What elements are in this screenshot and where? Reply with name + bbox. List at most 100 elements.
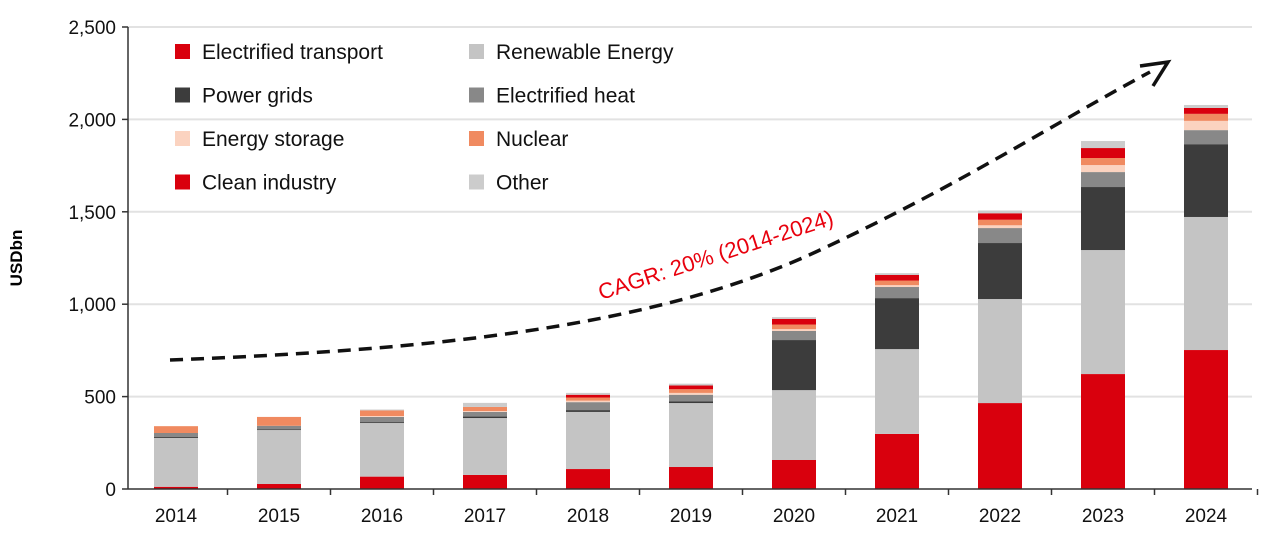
y-tick-label: 1,500 bbox=[68, 203, 116, 224]
bar-segment bbox=[566, 402, 610, 411]
bar-segment bbox=[463, 402, 507, 407]
legend-label: Electrified transport bbox=[202, 41, 383, 64]
bar-segment bbox=[360, 422, 404, 424]
bar-segment bbox=[1184, 120, 1228, 131]
bar-segment bbox=[772, 317, 816, 319]
bar-segment bbox=[669, 467, 713, 489]
bar-segment bbox=[566, 394, 610, 398]
bar-segment bbox=[772, 340, 816, 391]
bar-segment bbox=[463, 416, 507, 419]
bar-segment bbox=[1081, 187, 1125, 251]
bar-segment bbox=[978, 403, 1022, 489]
legend-label: Power grids bbox=[202, 85, 313, 108]
arrow-head-icon bbox=[1139, 59, 1172, 87]
bar-segment bbox=[1081, 148, 1125, 159]
bar-segment bbox=[360, 476, 404, 489]
bar-segment bbox=[360, 416, 404, 423]
bar-segment bbox=[1184, 104, 1228, 108]
bar-segment bbox=[566, 392, 610, 395]
bar-segment bbox=[669, 383, 713, 386]
y-tick-label: 1,000 bbox=[68, 295, 116, 316]
bar-segment bbox=[669, 389, 713, 393]
legend-swatch bbox=[469, 174, 484, 190]
legend-swatch bbox=[469, 131, 484, 146]
bar-segment bbox=[978, 213, 1022, 220]
bar-segment bbox=[772, 390, 816, 460]
bar-segment bbox=[1184, 350, 1228, 489]
cagr-trend-arrow bbox=[169, 70, 1151, 362]
x-tick-label: 2021 bbox=[876, 506, 918, 527]
bar-segment bbox=[1184, 216, 1228, 351]
bar-segment bbox=[772, 330, 816, 341]
bar-segment bbox=[875, 280, 919, 286]
bar-segment bbox=[772, 459, 816, 489]
legend: Electrified transport Renewable Energy Pow… bbox=[175, 41, 674, 195]
bar-segment bbox=[669, 392, 713, 395]
bar-segment bbox=[1184, 113, 1228, 121]
bar-segment bbox=[463, 474, 507, 489]
legend-label: Energy storage bbox=[202, 128, 344, 151]
legend-swatch bbox=[175, 87, 190, 103]
legend-label: Nuclear bbox=[496, 128, 568, 151]
legend-swatch bbox=[469, 44, 484, 59]
bar-segment bbox=[1081, 250, 1125, 375]
bar-segment bbox=[154, 433, 198, 438]
y-tick-label: 0 bbox=[105, 480, 116, 501]
bar-segment bbox=[257, 484, 301, 489]
x-tick-label: 2023 bbox=[1082, 506, 1124, 527]
bar-segment bbox=[463, 418, 507, 475]
bar-segment bbox=[154, 437, 198, 438]
bar-segment bbox=[360, 416, 404, 417]
bar-segment bbox=[875, 298, 919, 350]
legend-swatch bbox=[469, 87, 484, 103]
x-tick-label: 2024 bbox=[1185, 506, 1228, 527]
bar-segment bbox=[1081, 374, 1125, 489]
bar-segment bbox=[360, 409, 404, 411]
bar-segment bbox=[566, 411, 610, 470]
x-tick-label: 2016 bbox=[361, 506, 403, 527]
bar-segment bbox=[257, 425, 301, 430]
x-tick-label: 2017 bbox=[464, 506, 506, 527]
legend-label: Clean industry bbox=[202, 172, 337, 195]
bar-segment bbox=[978, 228, 1022, 244]
bar-segment bbox=[566, 400, 610, 403]
bar-segment bbox=[978, 243, 1022, 300]
x-tick-label: 2015 bbox=[258, 506, 300, 527]
bar-segment bbox=[463, 411, 507, 417]
bar-segment bbox=[669, 401, 713, 404]
legend-swatch bbox=[175, 174, 190, 190]
legend-swatch bbox=[175, 44, 190, 59]
bar-segment bbox=[154, 426, 198, 434]
gridlines bbox=[128, 26, 1252, 398]
bar-segment bbox=[978, 299, 1022, 404]
bar-segment bbox=[875, 349, 919, 434]
axes: 0 500 1,000 1,500 2,000 2,500 2014 2015 2016 2017… bbox=[68, 18, 1259, 527]
bar-segment bbox=[1184, 130, 1228, 145]
bar-segment bbox=[875, 275, 919, 281]
bar-segment bbox=[772, 318, 816, 325]
y-tick-label: 2,000 bbox=[68, 110, 116, 131]
bars bbox=[154, 104, 1228, 489]
bar-segment bbox=[1184, 144, 1228, 217]
bar-segment bbox=[360, 423, 404, 477]
bar-segment bbox=[566, 410, 610, 412]
bar-segment bbox=[772, 329, 816, 331]
bar-segment bbox=[1081, 172, 1125, 188]
bar-segment bbox=[978, 225, 1022, 229]
bar-segment bbox=[875, 287, 919, 299]
y-tick-label: 2,500 bbox=[68, 18, 116, 39]
bar-segment bbox=[566, 397, 610, 401]
x-tick-label: 2020 bbox=[773, 506, 815, 527]
x-tick-label: 2018 bbox=[567, 506, 609, 527]
y-axis-label: USDbn bbox=[7, 230, 26, 287]
bar-segment bbox=[669, 403, 713, 468]
bar-segment bbox=[360, 410, 404, 417]
legend-label: Renewable Energy bbox=[496, 41, 674, 64]
x-tick-label: 2022 bbox=[979, 506, 1021, 527]
bar-segment bbox=[669, 394, 713, 402]
bar-segment bbox=[772, 324, 816, 330]
x-tick-label: 2014 bbox=[155, 506, 198, 527]
x-tick-label: 2019 bbox=[670, 506, 712, 527]
bar-segment bbox=[463, 411, 507, 412]
